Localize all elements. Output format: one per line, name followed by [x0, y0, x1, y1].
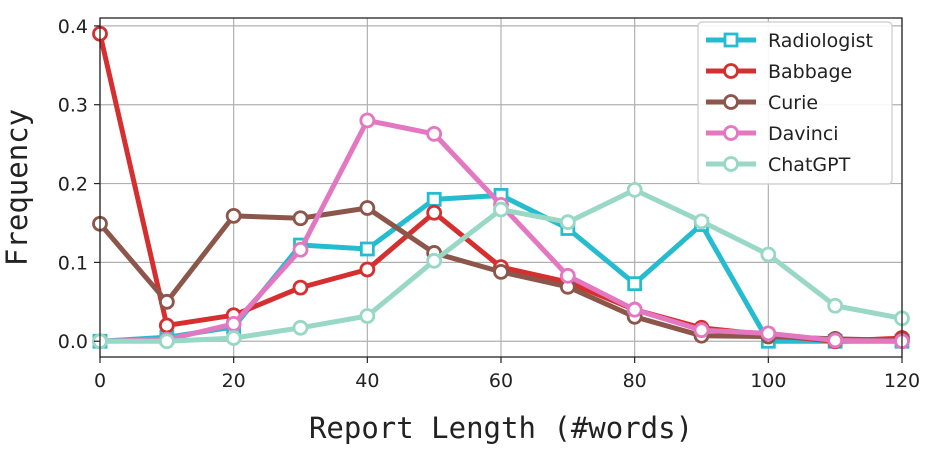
data-point-chatgpt	[292, 319, 309, 336]
x-tick-label: 20	[222, 370, 246, 392]
x-tick-label: 100	[750, 370, 786, 392]
data-point-chatgpt	[626, 181, 643, 198]
legend-label: Davinci	[768, 123, 839, 145]
legend-label: Babbage	[768, 61, 852, 83]
legend-item-radiologist: Radiologist	[706, 30, 873, 52]
data-point-davinci	[426, 125, 443, 142]
legend-item-babbage: Babbage	[706, 61, 852, 83]
data-point-davinci	[292, 241, 309, 258]
legend-label: ChatGPT	[768, 154, 851, 176]
data-point-chatgpt	[426, 252, 443, 269]
data-point-babbage	[292, 279, 309, 296]
y-tick-label: 0.3	[58, 95, 88, 117]
x-tick-label: 0	[94, 370, 106, 392]
data-point-radiologist	[627, 276, 643, 292]
legend-item-davinci: Davinci	[706, 123, 839, 145]
legend-marker	[723, 63, 739, 79]
legend-label: Curie	[768, 92, 818, 114]
data-point-chatgpt	[693, 213, 710, 230]
data-point-babbage	[426, 204, 443, 221]
data-point-radiologist	[359, 241, 375, 257]
data-point-chatgpt	[359, 308, 376, 324]
legend-marker	[723, 94, 739, 110]
data-point-chatgpt	[760, 246, 777, 263]
legend-label: Radiologist	[768, 30, 873, 52]
data-point-curie	[158, 293, 175, 310]
data-point-chatgpt	[493, 201, 509, 218]
series-layer	[92, 25, 910, 350]
y-tick-label: 0.4	[58, 16, 88, 38]
tick-layer: 0 20 40 60 80 100 120 0.0 0.1 0.2 0.3 0.4	[58, 16, 920, 392]
legend-marker	[723, 32, 739, 48]
data-point-davinci	[626, 301, 643, 318]
data-point-chatgpt	[225, 330, 242, 346]
series-chatgpt	[92, 181, 910, 350]
data-point-curie	[292, 210, 309, 227]
data-point-davinci	[760, 325, 777, 342]
x-tick-label: 60	[489, 370, 513, 392]
data-point-chatgpt	[158, 333, 175, 350]
y-tick-label: 0.0	[58, 331, 88, 353]
data-point-chatgpt	[827, 297, 844, 314]
x-tick-label: 40	[355, 370, 379, 392]
legend-marker	[723, 156, 739, 172]
x-tick-label: 120	[884, 370, 920, 392]
data-point-radiologist	[426, 191, 442, 207]
data-point-curie	[225, 207, 242, 224]
y-axis-title: Frequency	[0, 109, 34, 266]
data-point-babbage	[158, 317, 175, 334]
data-point-curie	[359, 200, 376, 216]
data-point-babbage	[359, 261, 376, 278]
x-tick-label: 80	[623, 370, 647, 392]
x-axis-title: Report Length (#words)	[309, 411, 693, 445]
legend-marker	[723, 125, 739, 141]
legend: Radiologist Babbage Curie Davinci ChatGPT	[697, 21, 893, 185]
data-point-curie	[493, 263, 509, 280]
data-point-davinci	[827, 332, 844, 349]
data-point-davinci	[693, 322, 710, 339]
legend-item-curie: Curie	[706, 92, 818, 114]
y-tick-label: 0.1	[58, 252, 88, 274]
data-point-davinci	[225, 315, 242, 332]
legend-box	[697, 21, 893, 185]
legend-item-chatgpt: ChatGPT	[706, 154, 851, 176]
data-point-chatgpt	[559, 214, 576, 231]
data-point-davinci	[559, 267, 576, 284]
y-tick-label: 0.2	[58, 174, 88, 196]
data-point-davinci	[359, 112, 376, 129]
